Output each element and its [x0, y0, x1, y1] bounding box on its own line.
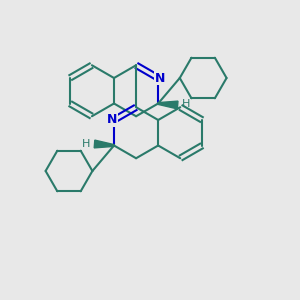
Polygon shape	[94, 140, 114, 148]
Text: H: H	[182, 99, 190, 109]
Text: N: N	[154, 71, 165, 85]
Text: N: N	[107, 113, 118, 127]
Polygon shape	[158, 101, 178, 109]
Text: H: H	[82, 139, 90, 149]
